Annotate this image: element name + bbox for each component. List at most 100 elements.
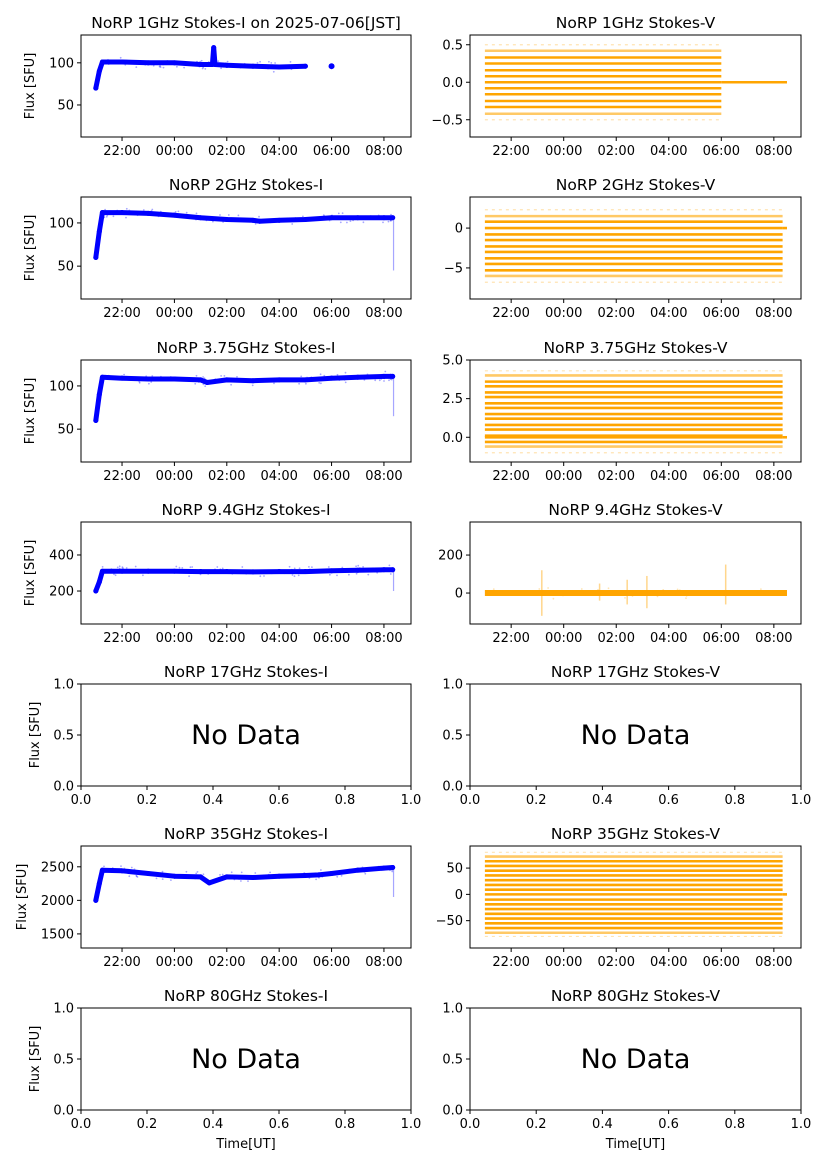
- y-tick-label: 0.5: [442, 729, 463, 744]
- noise-point: [239, 66, 242, 69]
- noise-point: [150, 872, 153, 875]
- noise-point: [142, 211, 145, 214]
- x-tick-label: 22:00: [492, 955, 529, 970]
- y-tick-label: 2.5: [442, 392, 463, 407]
- noise-point: [377, 214, 380, 217]
- y-tick-label: 100: [49, 379, 74, 394]
- noise-point: [224, 62, 227, 65]
- noise-point: [388, 218, 391, 221]
- noise-point: [492, 591, 494, 593]
- data-point: [171, 873, 177, 879]
- subplot-norp-1ghz-stokes-i-on-2025-07-06-jst: 22:00 00:00 02:00 04:00 06:00 08:00 50 100 NoRP …: [23, 14, 412, 159]
- data-point: [119, 375, 125, 381]
- data-point: [250, 63, 256, 69]
- noise-point: [765, 594, 768, 596]
- noise-point: [686, 591, 689, 594]
- noise-point: [162, 66, 165, 69]
- noise-point: [101, 566, 104, 568]
- noise-point: [200, 381, 203, 383]
- x-tick-label: 0.6: [658, 1117, 679, 1132]
- y-tick-label: 0: [455, 888, 463, 903]
- data-point: [381, 373, 387, 379]
- noise-point: [134, 565, 137, 568]
- noise-point: [196, 60, 198, 63]
- noise-point: [291, 379, 293, 382]
- y-tick-label: 200: [49, 585, 74, 600]
- noise-point: [230, 875, 233, 878]
- noise-point: [348, 573, 350, 576]
- x-tick-label: 02:00: [598, 306, 635, 321]
- noise-point: [219, 568, 222, 571]
- x-tick-label: 00:00: [545, 631, 582, 646]
- data-point: [93, 85, 99, 91]
- noise-point: [136, 569, 138, 572]
- data-point: [198, 569, 204, 575]
- y-tick-label: 1.0: [442, 1002, 463, 1017]
- noise-point: [283, 572, 286, 575]
- data-point: [250, 217, 256, 223]
- noise-point: [322, 216, 325, 219]
- x-tick-label: 0.4: [203, 1117, 224, 1132]
- noise-point: [390, 219, 392, 222]
- x-tick-label: 22:00: [103, 469, 140, 484]
- x-tick-label: 06:00: [703, 306, 740, 321]
- noise-point: [380, 378, 383, 380]
- noise-point: [158, 571, 161, 574]
- plot-area: [484, 851, 787, 938]
- subplot-title: NoRP 3.75GHz Stokes-I: [157, 339, 336, 357]
- data-point: [145, 568, 151, 574]
- noise-point: [107, 58, 109, 61]
- series-line: [93, 865, 396, 903]
- noise-point: [118, 565, 121, 568]
- noise-point: [342, 376, 345, 379]
- noise-point: [391, 870, 394, 873]
- noise-point: [387, 569, 390, 572]
- noise-point: [159, 65, 162, 67]
- noise-point: [230, 65, 233, 68]
- noise-point: [202, 66, 205, 69]
- noise-point: [263, 219, 266, 222]
- noise-point: [133, 868, 136, 871]
- noise-point: [105, 215, 108, 218]
- y-tick-label: 0.0: [442, 76, 463, 91]
- x-tick-label: 0.6: [658, 793, 679, 808]
- noise-point: [258, 215, 260, 218]
- noise-point: [376, 571, 379, 574]
- subplot-norp-3-75ghz-stokes-i: 22:00 00:00 02:00 04:00 06:00 08:00 50 100 NoRP …: [23, 339, 412, 484]
- noise-point: [245, 572, 248, 575]
- noise-point: [231, 573, 234, 575]
- noise-point: [361, 570, 363, 573]
- x-tick-label: 08:00: [755, 306, 792, 321]
- noise-point: [302, 215, 304, 218]
- noise-point: [722, 592, 724, 595]
- data-point: [198, 62, 204, 68]
- noise-point: [159, 210, 162, 213]
- noise-point: [150, 381, 153, 383]
- noise-point: [624, 597, 626, 599]
- noise-point: [389, 573, 392, 575]
- noise-point: [651, 591, 654, 594]
- data-point: [93, 897, 99, 903]
- y-axis-label: Flux [SFU]: [23, 378, 38, 445]
- data-point: [355, 567, 361, 573]
- noise-point: [311, 566, 313, 568]
- subplot-norp-17ghz-stokes-i: No Data 0.0 0.2 0.4 0.6 0.8 1.0 0.0 0.5 1.0 NoRP 1…: [28, 663, 421, 808]
- noise-point: [162, 63, 165, 66]
- noise-point: [152, 64, 155, 67]
- noise-point: [123, 867, 126, 870]
- noise-point: [189, 566, 192, 569]
- noise-point: [320, 869, 322, 871]
- noise-point: [194, 382, 197, 385]
- noise-point: [212, 220, 214, 223]
- noise-point: [486, 591, 489, 594]
- x-tick-label: 0.0: [460, 793, 481, 808]
- series-line: [93, 567, 396, 594]
- noise-point: [212, 58, 215, 60]
- noise-point: [196, 570, 199, 573]
- data-point: [93, 418, 99, 424]
- x-tick-label: 04:00: [650, 631, 687, 646]
- noise-point: [198, 381, 200, 383]
- x-tick-label: 22:00: [103, 306, 140, 321]
- noise-point: [212, 49, 215, 52]
